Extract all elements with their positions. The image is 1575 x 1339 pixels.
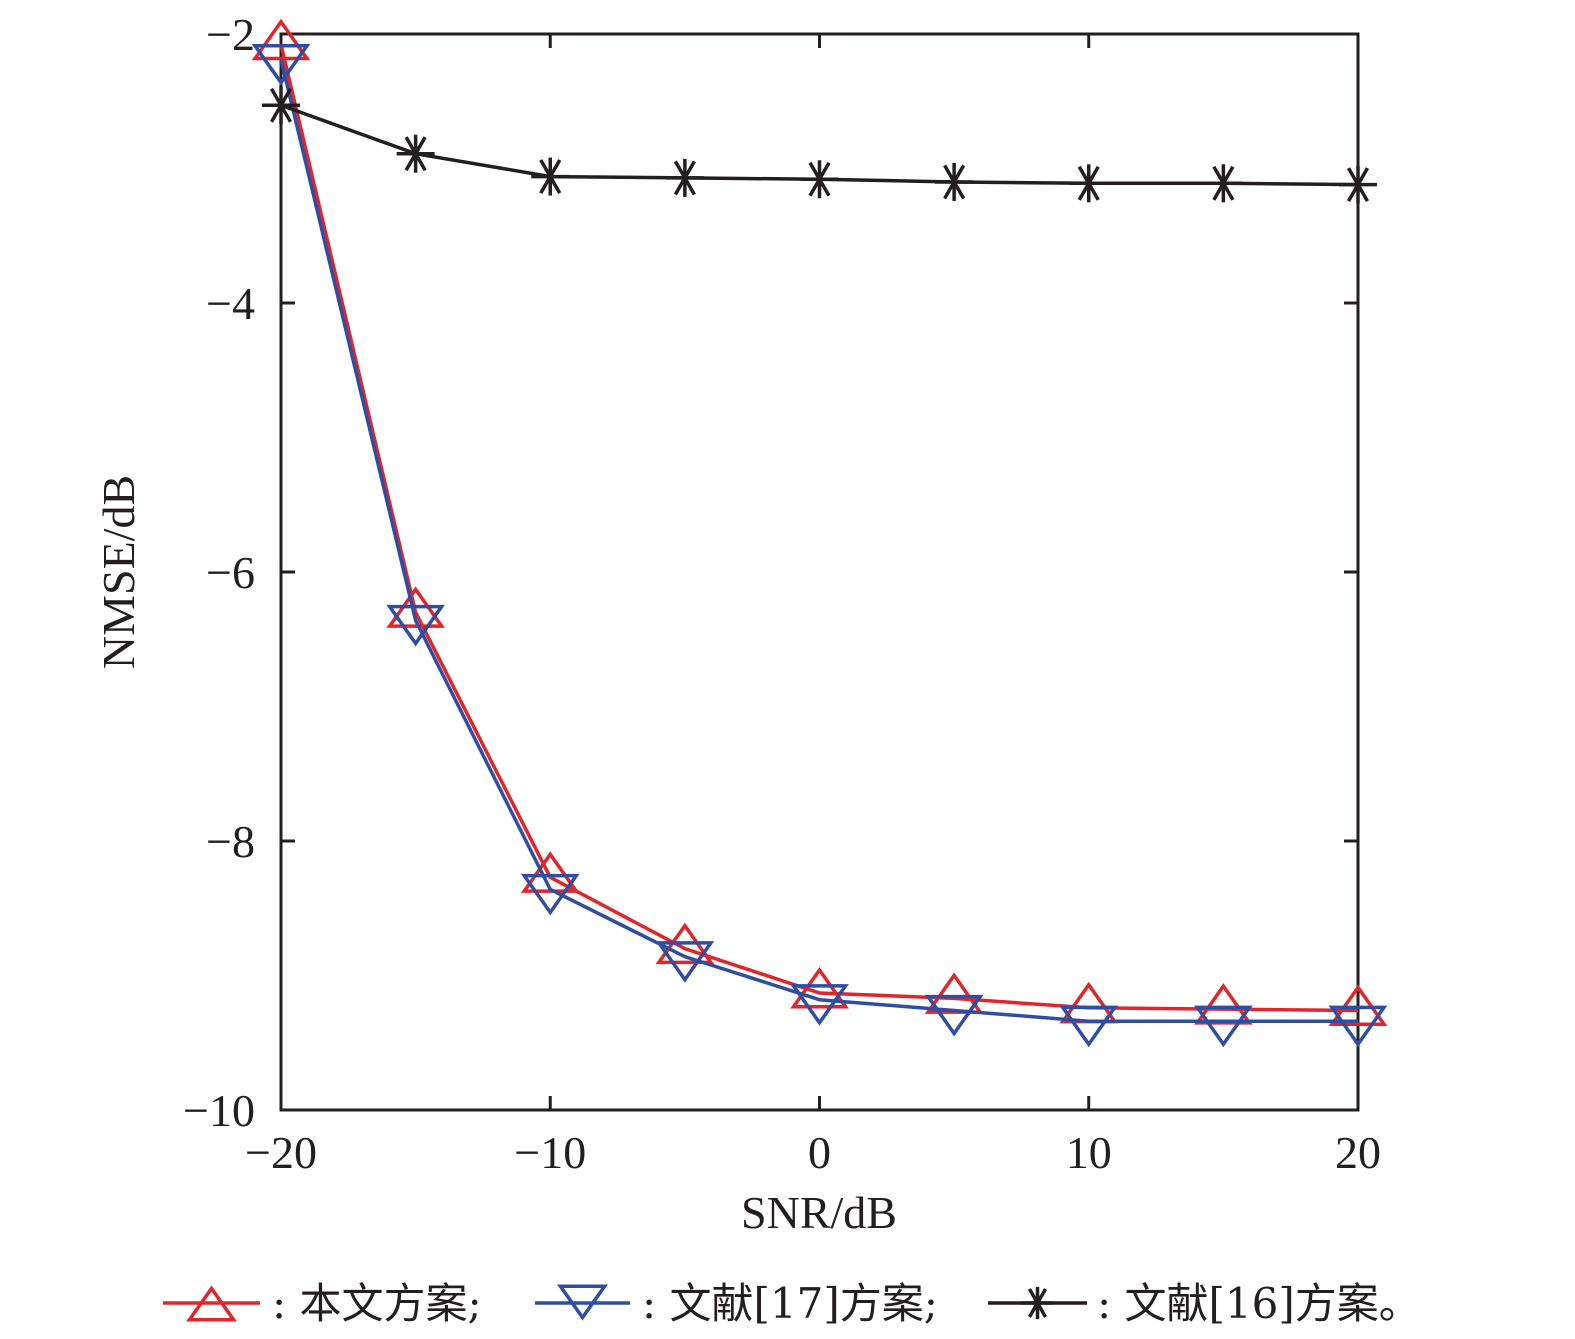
legend-item: : 文献[16]方案。 — [988, 1279, 1421, 1328]
legend-marker — [186, 1285, 237, 1322]
data-point — [1069, 164, 1108, 203]
y-tick-label: −8 — [206, 816, 255, 867]
data-point — [251, 44, 311, 86]
y-tick-label: −2 — [206, 9, 255, 60]
y-tick-label: −10 — [183, 1085, 255, 1136]
x-tick-label: −10 — [514, 1127, 586, 1178]
data-point — [935, 162, 974, 201]
data-point — [655, 941, 715, 983]
data-point — [1339, 165, 1377, 204]
x-axis-label: SNR/dB — [741, 1187, 897, 1238]
legend-item: : 本文方案; — [163, 1279, 482, 1328]
legend-marker — [557, 1284, 608, 1321]
data-point — [1204, 164, 1243, 203]
data-point — [800, 160, 839, 199]
legend: : 本文方案; : 文献[17]方案; : 文献[16]方案。 — [163, 1279, 1421, 1328]
legend-label: : 本文方案; — [272, 1279, 482, 1328]
data-point — [790, 984, 849, 1026]
data-point — [665, 158, 704, 197]
data-point — [1193, 1005, 1253, 1048]
data-point — [396, 134, 435, 173]
series-2 — [262, 86, 1377, 204]
series-1 — [251, 44, 1388, 1048]
legend-marker — [1021, 1286, 1054, 1320]
series-line — [279, 59, 1358, 1023]
data-point — [262, 86, 300, 125]
data-point — [531, 157, 570, 196]
x-tick-label: −20 — [245, 1127, 317, 1178]
legend-item: : 文献[17]方案; — [535, 1279, 938, 1328]
y-tick-label: −6 — [206, 547, 255, 598]
data-point — [1328, 1005, 1388, 1048]
legend-label: : 文献[16]方案。 — [1097, 1279, 1421, 1328]
x-tick-label: 0 — [808, 1127, 831, 1178]
x-tick-label: 20 — [1335, 1127, 1381, 1178]
data-point — [251, 18, 311, 61]
legend-label: : 文献[17]方案; — [642, 1279, 938, 1328]
data-point — [386, 604, 446, 647]
data-point — [790, 966, 849, 1009]
data-point — [520, 873, 580, 916]
data-point — [924, 994, 984, 1037]
data-point — [1059, 1005, 1119, 1048]
series-line — [279, 44, 1359, 1013]
y-axis-label: NMSE/dB — [93, 475, 144, 669]
y-tick-label: −4 — [206, 278, 255, 329]
x-tick-label: 10 — [1066, 1127, 1112, 1178]
